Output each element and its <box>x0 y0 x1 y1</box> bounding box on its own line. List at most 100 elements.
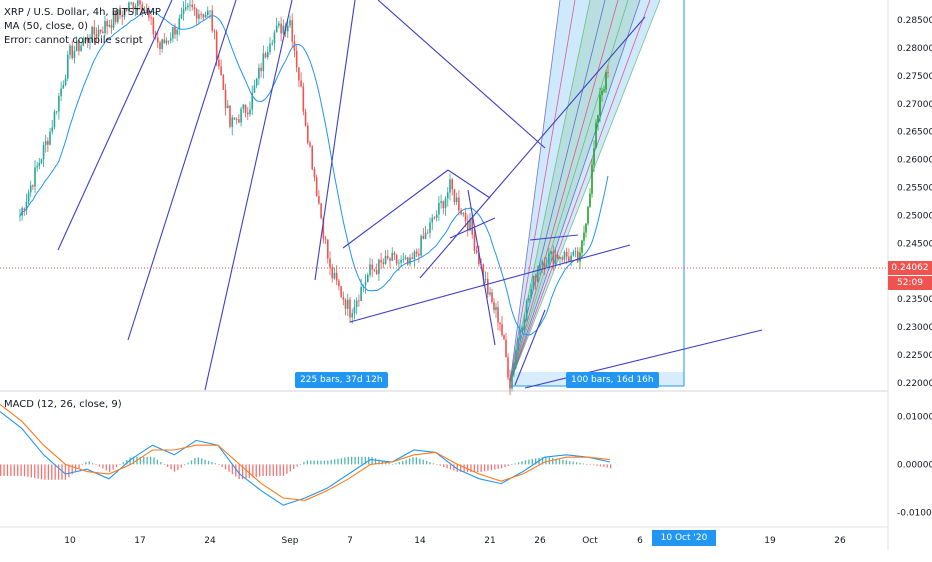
candle-body <box>27 192 30 202</box>
macd-histogram-bar <box>517 462 520 465</box>
ma-legend[interactable]: MA (50, close, 0) <box>4 21 89 32</box>
candle-body <box>78 40 80 52</box>
candle-body <box>198 14 200 19</box>
candle-body <box>453 189 456 203</box>
macd-tick-label: -0.01000 <box>897 508 932 518</box>
candle-body <box>380 259 382 263</box>
candle-body <box>550 251 552 254</box>
macd-histogram-bar <box>344 457 346 465</box>
macd-legend[interactable]: MACD (12, 26, close, 9) <box>4 399 122 410</box>
crosshair-date-tag: 10 Oct '20 14:00 <box>652 530 716 559</box>
candle-body <box>224 89 227 109</box>
ma-layer <box>19 10 609 336</box>
candle-body <box>318 195 320 204</box>
candle-body <box>226 105 229 109</box>
candle-body <box>429 222 431 233</box>
candle-body <box>358 300 360 302</box>
candle-body <box>393 252 396 255</box>
price-axis[interactable]: 0.28500 0.28000 0.27500 0.27000 0.26500 0.260… <box>897 16 932 518</box>
candle-body <box>231 117 234 127</box>
main-pane[interactable] <box>0 0 888 390</box>
candle-body <box>112 12 115 28</box>
candle-body <box>373 269 376 271</box>
candle-body <box>55 111 58 113</box>
macd-histogram-bar <box>453 464 455 471</box>
candle-body <box>351 313 354 318</box>
candle-body <box>258 67 260 79</box>
candle-body <box>130 2 132 4</box>
candle-body <box>178 18 181 30</box>
trendline-layer[interactable] <box>57 0 763 391</box>
candle-body <box>86 37 89 43</box>
candle-body <box>286 25 289 32</box>
candle-body <box>69 45 71 55</box>
candle-body <box>278 23 280 26</box>
time-axis[interactable]: 101724Sep7142126Oct6121926 <box>64 536 846 546</box>
candle-body <box>102 31 104 33</box>
candle-body <box>264 53 267 58</box>
macd-histogram-bar <box>286 464 288 474</box>
macd-histogram-bar <box>524 460 527 465</box>
candle-body <box>497 307 499 323</box>
candle-body <box>599 95 601 116</box>
macd-histogram-bar <box>313 460 315 465</box>
macd-histogram-bar <box>327 460 329 465</box>
fan-line <box>509 0 591 384</box>
candle-body <box>141 4 144 11</box>
candle-body <box>413 251 416 260</box>
macd-histogram-bar <box>20 464 22 476</box>
chart-canvas[interactable]: 0.28500 0.28000 0.27500 0.27000 0.26500 0.260… <box>0 0 932 550</box>
candle-body <box>395 254 398 264</box>
candle-body <box>106 21 108 27</box>
macd-histogram-bar <box>201 458 203 465</box>
macd-histogram-bar <box>109 464 111 472</box>
time-tick-label: 26 <box>534 536 546 546</box>
macd-pane[interactable] <box>0 392 888 527</box>
macd-histogram-bar <box>221 464 223 467</box>
macd-histogram-bar <box>422 459 424 465</box>
candle-body <box>583 232 585 241</box>
candle-body <box>404 257 407 260</box>
price-tick-label: 0.25000 <box>897 211 932 221</box>
candle-body <box>36 166 38 168</box>
candle-body <box>530 289 532 299</box>
macd-histogram-bar <box>122 462 124 465</box>
macd-histogram-bar <box>228 464 230 472</box>
macd-histogram-bar <box>582 463 585 465</box>
candle-body <box>552 251 555 265</box>
candle-layer <box>19 0 609 395</box>
macd-histogram-bar <box>88 461 90 465</box>
macd-histogram-bar <box>10 464 12 476</box>
candle-body <box>326 239 329 259</box>
macd-histogram-bar <box>340 458 343 465</box>
candle-body <box>591 164 593 194</box>
macd-histogram-bar <box>483 464 486 472</box>
candle-body <box>242 104 245 109</box>
candle-body <box>398 262 400 264</box>
macd-histogram-bar <box>92 463 94 465</box>
candle-body <box>300 80 302 87</box>
price-tick-label: 0.22000 <box>897 379 932 389</box>
candle-body <box>145 10 148 12</box>
macd-histogram-bar <box>30 464 32 478</box>
candle-body <box>280 23 282 34</box>
macd-histogram-bar <box>13 464 15 476</box>
macd-histogram-bar <box>44 464 46 480</box>
macd-histogram-bar <box>0 464 2 476</box>
macd-histogram-bar <box>507 464 510 466</box>
macd-histogram-bar <box>528 459 530 465</box>
candle-body <box>104 21 106 33</box>
candle-body <box>576 251 579 262</box>
trendline <box>342 169 449 249</box>
macd-histogram-bar <box>429 462 431 465</box>
trendline <box>449 217 496 239</box>
macd-histogram-bar <box>398 462 401 465</box>
candle-body <box>38 163 41 167</box>
macd-histogram-bar <box>599 464 602 467</box>
time-tick-label: Oct <box>582 536 598 546</box>
candle-body <box>189 4 191 6</box>
macd-histogram-bar <box>98 464 101 467</box>
macd-histogram-bar <box>402 460 404 465</box>
candle-body <box>464 213 467 222</box>
macd-histogram-bar <box>85 462 87 465</box>
